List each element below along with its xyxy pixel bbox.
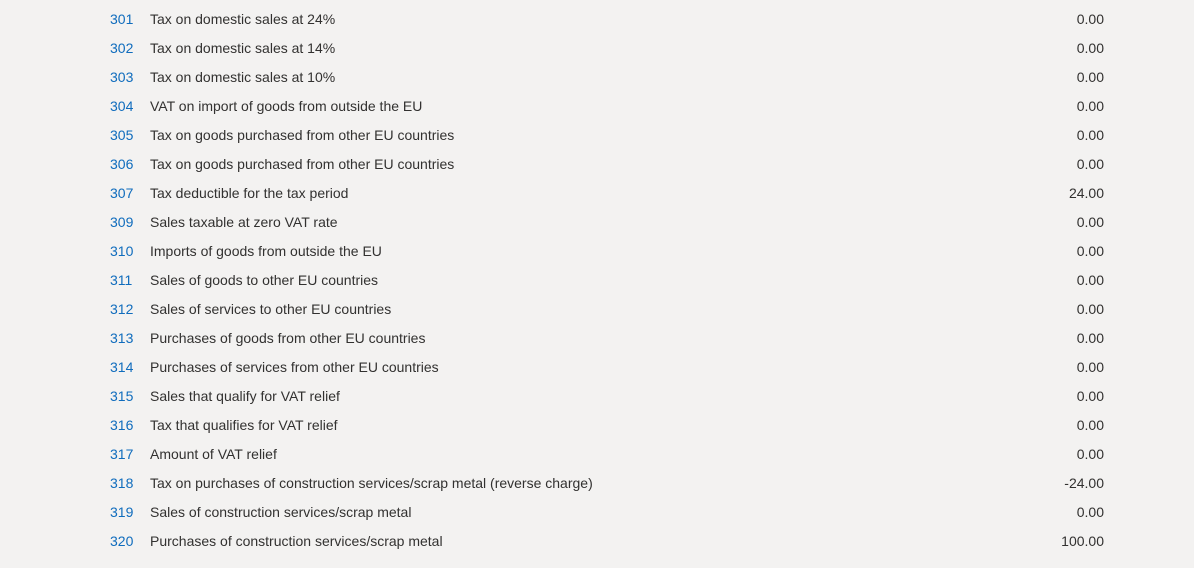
row-code[interactable]: 314 bbox=[110, 359, 148, 375]
table-row: 306Tax on goods purchased from other EU … bbox=[110, 149, 1104, 178]
row-value: -24.00 bbox=[1024, 475, 1104, 491]
row-description: Sales of services to other EU countries bbox=[148, 301, 1024, 317]
row-value: 0.00 bbox=[1024, 417, 1104, 433]
table-row: 309Sales taxable at zero VAT rate0.00 bbox=[110, 207, 1104, 236]
row-description: Sales taxable at zero VAT rate bbox=[148, 214, 1024, 230]
table-row: 315Sales that qualify for VAT relief0.00 bbox=[110, 381, 1104, 410]
row-code[interactable]: 318 bbox=[110, 475, 148, 491]
row-code[interactable]: 303 bbox=[110, 69, 148, 85]
row-value: 0.00 bbox=[1024, 330, 1104, 346]
row-description: Purchases of construction services/scrap… bbox=[148, 533, 1024, 549]
row-description: Tax on domestic sales at 14% bbox=[148, 40, 1024, 56]
row-code[interactable]: 320 bbox=[110, 533, 148, 549]
row-description: Sales of goods to other EU countries bbox=[148, 272, 1024, 288]
table-row: 302Tax on domestic sales at 14%0.00 bbox=[110, 33, 1104, 62]
row-value: 0.00 bbox=[1024, 127, 1104, 143]
table-row: 307Tax deductible for the tax period24.0… bbox=[110, 178, 1104, 207]
row-description: Tax that qualifies for VAT relief bbox=[148, 417, 1024, 433]
row-description: Tax on purchases of construction service… bbox=[148, 475, 1024, 491]
table-row: 310Imports of goods from outside the EU0… bbox=[110, 236, 1104, 265]
table-row: 318Tax on purchases of construction serv… bbox=[110, 468, 1104, 497]
row-description: Tax deductible for the tax period bbox=[148, 185, 1024, 201]
row-code[interactable]: 316 bbox=[110, 417, 148, 433]
row-description: Sales of construction services/scrap met… bbox=[148, 504, 1024, 520]
row-code[interactable]: 319 bbox=[110, 504, 148, 520]
row-description: Tax on domestic sales at 24% bbox=[148, 11, 1024, 27]
row-value: 0.00 bbox=[1024, 40, 1104, 56]
row-value: 0.00 bbox=[1024, 301, 1104, 317]
row-value: 0.00 bbox=[1024, 243, 1104, 259]
row-value: 0.00 bbox=[1024, 388, 1104, 404]
row-value: 0.00 bbox=[1024, 11, 1104, 27]
row-code[interactable]: 309 bbox=[110, 214, 148, 230]
table-row: 316Tax that qualifies for VAT relief0.00 bbox=[110, 410, 1104, 439]
row-value: 0.00 bbox=[1024, 156, 1104, 172]
row-code[interactable]: 306 bbox=[110, 156, 148, 172]
row-code[interactable]: 304 bbox=[110, 98, 148, 114]
row-description: Purchases of goods from other EU countri… bbox=[148, 330, 1024, 346]
row-code[interactable]: 311 bbox=[110, 272, 148, 288]
table-row: 305Tax on goods purchased from other EU … bbox=[110, 120, 1104, 149]
row-code[interactable]: 317 bbox=[110, 446, 148, 462]
row-value: 0.00 bbox=[1024, 359, 1104, 375]
row-value: 0.00 bbox=[1024, 214, 1104, 230]
row-description: VAT on import of goods from outside the … bbox=[148, 98, 1024, 114]
row-value: 0.00 bbox=[1024, 69, 1104, 85]
row-code[interactable]: 305 bbox=[110, 127, 148, 143]
table-row: 320Purchases of construction services/sc… bbox=[110, 526, 1104, 555]
table-row: 312Sales of services to other EU countri… bbox=[110, 294, 1104, 323]
table-row: 314Purchases of services from other EU c… bbox=[110, 352, 1104, 381]
row-description: Tax on goods purchased from other EU cou… bbox=[148, 127, 1024, 143]
table-row: 317Amount of VAT relief0.00 bbox=[110, 439, 1104, 468]
row-code[interactable]: 310 bbox=[110, 243, 148, 259]
table-row: 313Purchases of goods from other EU coun… bbox=[110, 323, 1104, 352]
row-code[interactable]: 301 bbox=[110, 11, 148, 27]
row-description: Sales that qualify for VAT relief bbox=[148, 388, 1024, 404]
row-value: 0.00 bbox=[1024, 272, 1104, 288]
row-code[interactable]: 302 bbox=[110, 40, 148, 56]
table-row: 311Sales of goods to other EU countries0… bbox=[110, 265, 1104, 294]
row-description: Purchases of services from other EU coun… bbox=[148, 359, 1024, 375]
row-code[interactable]: 315 bbox=[110, 388, 148, 404]
row-code[interactable]: 313 bbox=[110, 330, 148, 346]
table-row: 301Tax on domestic sales at 24%0.00 bbox=[110, 4, 1104, 33]
row-description: Amount of VAT relief bbox=[148, 446, 1024, 462]
table-row: 303Tax on domestic sales at 10%0.00 bbox=[110, 62, 1104, 91]
row-value: 100.00 bbox=[1024, 533, 1104, 549]
vat-report-table: 301Tax on domestic sales at 24%0.00302Ta… bbox=[0, 4, 1194, 555]
table-row: 319Sales of construction services/scrap … bbox=[110, 497, 1104, 526]
row-value: 0.00 bbox=[1024, 98, 1104, 114]
row-description: Tax on domestic sales at 10% bbox=[148, 69, 1024, 85]
row-value: 0.00 bbox=[1024, 504, 1104, 520]
row-description: Imports of goods from outside the EU bbox=[148, 243, 1024, 259]
row-code[interactable]: 307 bbox=[110, 185, 148, 201]
row-value: 0.00 bbox=[1024, 446, 1104, 462]
row-description: Tax on goods purchased from other EU cou… bbox=[148, 156, 1024, 172]
table-row: 304VAT on import of goods from outside t… bbox=[110, 91, 1104, 120]
row-code[interactable]: 312 bbox=[110, 301, 148, 317]
row-value: 24.00 bbox=[1024, 185, 1104, 201]
